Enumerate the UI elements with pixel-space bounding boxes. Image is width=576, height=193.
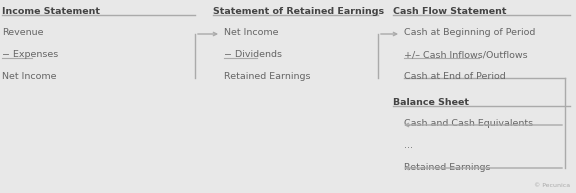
Text: Retained Earnings: Retained Earnings: [404, 163, 491, 172]
Text: − Dividends: − Dividends: [224, 50, 282, 59]
Text: Revenue: Revenue: [2, 28, 44, 37]
Text: Cash at Beginning of Period: Cash at Beginning of Period: [404, 28, 535, 37]
Text: − Expenses: − Expenses: [2, 50, 58, 59]
Text: Statement of Retained Earnings: Statement of Retained Earnings: [213, 7, 384, 16]
Text: © Pecunica: © Pecunica: [534, 183, 570, 188]
Text: Income Statement: Income Statement: [2, 7, 100, 16]
Text: Net Income: Net Income: [2, 72, 56, 81]
Text: Net Income: Net Income: [224, 28, 279, 37]
Text: Cash Flow Statement: Cash Flow Statement: [393, 7, 506, 16]
Text: Balance Sheet: Balance Sheet: [393, 98, 469, 107]
Text: ...: ...: [404, 141, 413, 150]
Text: Retained Earnings: Retained Earnings: [224, 72, 310, 81]
Text: Cash at End of Period: Cash at End of Period: [404, 72, 506, 81]
Text: Cash and Cash Equivalents: Cash and Cash Equivalents: [404, 119, 533, 128]
Text: +/– Cash Inflows/Outflows: +/– Cash Inflows/Outflows: [404, 50, 528, 59]
